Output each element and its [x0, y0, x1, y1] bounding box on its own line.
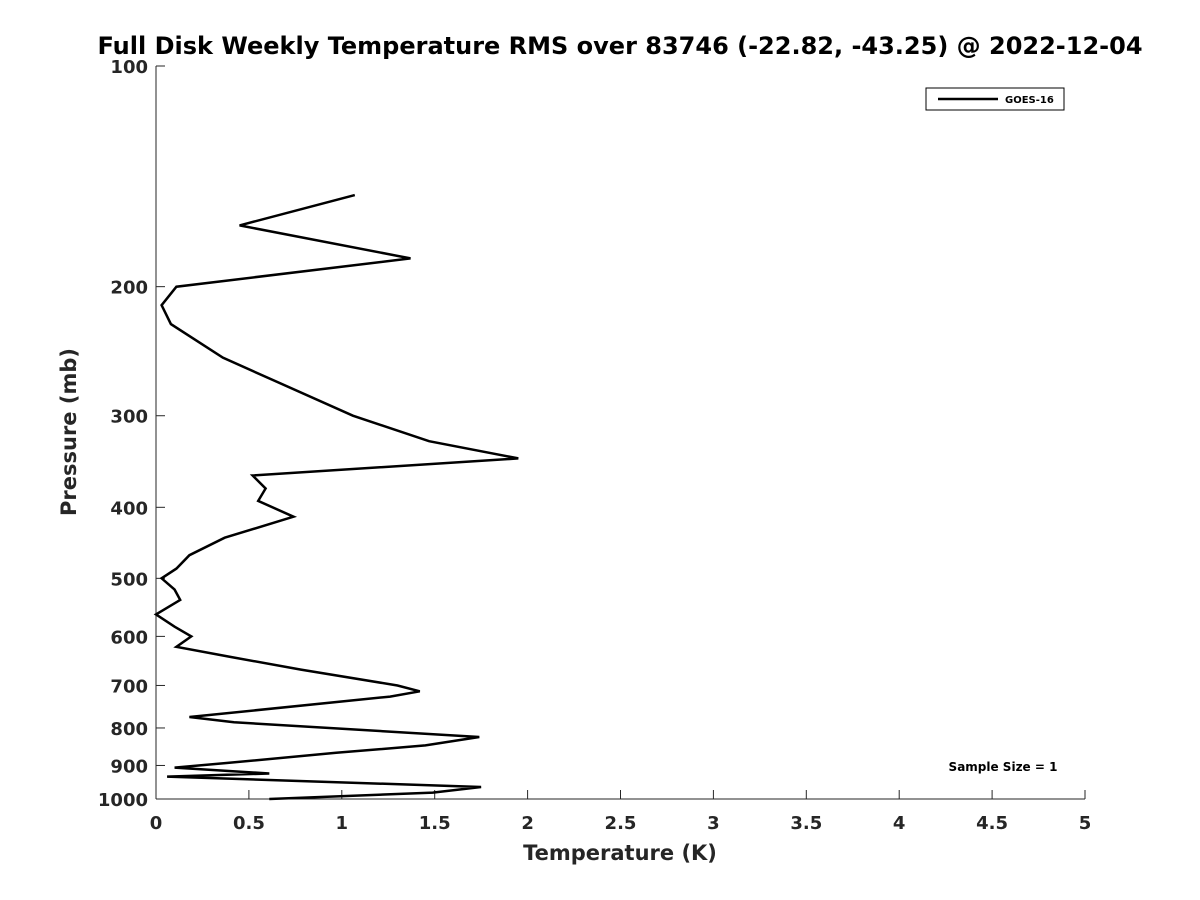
x-ticks: 0 0.5 1 1.5 2 2.5 3 3.5 4 4.5 5 [150, 790, 1092, 834]
y-tick-label: 300 [110, 407, 148, 428]
x-tick-label: 3 [707, 813, 720, 834]
x-axis-label: Temperature (K) [523, 841, 717, 865]
y-tick-label: 900 [110, 756, 148, 777]
x-tick-label: 4.5 [976, 813, 1008, 834]
legend: GOES-16 [925, 87, 1065, 111]
y-tick-label: 400 [110, 498, 148, 519]
y-tick-label: 800 [110, 719, 148, 740]
axes [155, 66, 1085, 800]
y-tick-label: 700 [110, 676, 148, 697]
y-tick-label: 100 [110, 57, 148, 78]
x-tick-label: 3.5 [790, 813, 822, 834]
x-tick-label: 0.5 [233, 813, 265, 834]
y-tick-label: 1000 [98, 790, 148, 811]
x-tick-label: 1.5 [419, 813, 451, 834]
x-tick-label: 5 [1079, 813, 1092, 834]
x-tick-label: 4 [893, 813, 906, 834]
chart-title: Full Disk Weekly Temperature RMS over 83… [97, 32, 1142, 60]
y-ticks: 100 200 300 400 500 600 700 800 900 1000 [98, 57, 165, 811]
legend-label-goes-16: GOES-16 [1005, 95, 1054, 106]
sample-size-annotation: Sample Size = 1 [949, 760, 1058, 774]
y-axis-label: Pressure (mb) [57, 348, 81, 516]
x-tick-label: 2.5 [605, 813, 637, 834]
x-tick-label: 2 [521, 813, 534, 834]
y-tick-label: 200 [110, 278, 148, 299]
series-layer [153, 193, 519, 801]
x-tick-label: 0 [150, 813, 163, 834]
y-tick-label: 500 [110, 569, 148, 590]
series-line-goes-16 [153, 193, 519, 801]
x-tick-label: 1 [336, 813, 349, 834]
y-tick-label: 600 [110, 627, 148, 648]
